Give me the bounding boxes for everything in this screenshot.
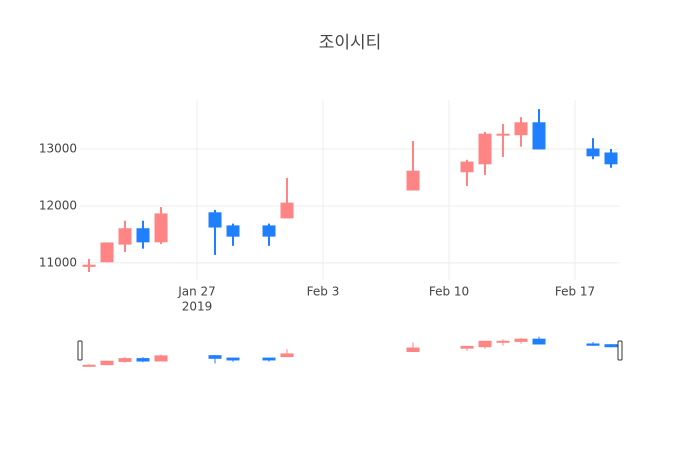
rangeslider-candle-body (208, 355, 222, 359)
y-tick-label: 11000 (39, 255, 77, 269)
candle-body (496, 133, 510, 136)
chart-title: 조이시티 (319, 33, 382, 53)
rangeslider[interactable] (80, 335, 620, 368)
x-tick-label: Jan 27 (177, 285, 216, 299)
candle-body (100, 242, 114, 263)
rangeslider-candle-body (226, 357, 240, 361)
candle-body (460, 161, 474, 173)
candle-body (604, 152, 618, 165)
rangeslider-candle-body (478, 340, 492, 348)
rangeslider-candle-body (280, 353, 294, 358)
x-tick-label: Feb 17 (555, 285, 595, 299)
rangeslider-candle-body (604, 344, 618, 348)
x-tick-year: 2019 (182, 300, 213, 314)
x-tick-label: Feb 10 (429, 285, 469, 299)
rangeslider-candle-body (532, 338, 546, 345)
rangeslider-candle-body (262, 357, 276, 361)
candle-body (406, 170, 420, 191)
rangeslider-candle-body (82, 364, 96, 367)
candle-body (136, 228, 150, 243)
candle-body (82, 264, 96, 267)
rangeslider-handle[interactable] (77, 340, 83, 361)
candle-body (226, 225, 240, 237)
candle-body (514, 122, 528, 136)
rangeslider-candle-body (154, 355, 168, 362)
candle-body (118, 228, 132, 245)
rangeslider-candle-body (496, 340, 510, 343)
rangeslider-candle-body (514, 338, 528, 342)
rangeslider-candle-body (460, 345, 474, 349)
rangeslider-handle[interactable] (617, 340, 623, 361)
candle-body (280, 202, 294, 219)
candle-body (532, 122, 546, 150)
y-tick-label: 12000 (39, 198, 77, 212)
candle-body (154, 213, 168, 243)
candle-body (586, 148, 600, 157)
y-tick-label: 13000 (39, 141, 77, 155)
x-tick-label: Feb 3 (307, 285, 340, 299)
candle-body (262, 225, 276, 237)
candle-body (478, 133, 492, 165)
rangeslider-candle-body (586, 343, 600, 346)
candle-body (208, 212, 222, 228)
rangeslider-candle-body (406, 347, 420, 353)
rangeslider-candle-body (136, 358, 150, 362)
rangeslider-candle-body (118, 358, 132, 362)
rangeslider-candle-body (100, 360, 114, 366)
